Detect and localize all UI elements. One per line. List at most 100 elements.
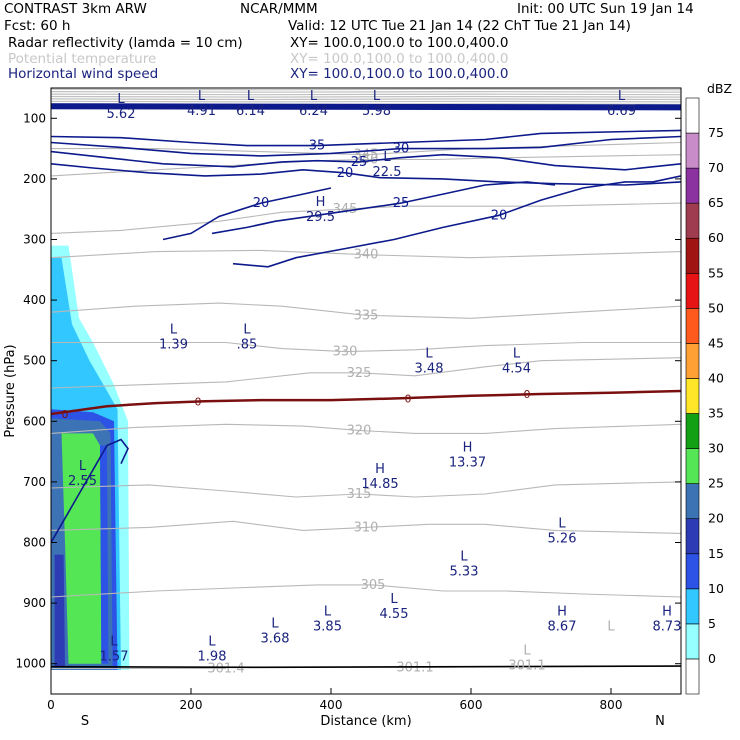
extremum-value: 22.5 — [373, 165, 402, 180]
low-marker: L — [198, 89, 206, 104]
theta-contour — [51, 481, 681, 498]
theta-contour — [51, 202, 681, 234]
wind-contour-label: 20 — [491, 208, 508, 223]
extremum-value: 4.54 — [502, 362, 531, 377]
extremum-value: 3.48 — [415, 362, 444, 377]
zero-contour-label: 0 — [405, 392, 412, 405]
wind-contour — [51, 163, 681, 186]
extremum-value: 29.5 — [306, 210, 335, 225]
theta-contour-label: 350 — [354, 153, 379, 168]
reflectivity-layer — [51, 245, 130, 670]
theta-contour-upper — [51, 100, 681, 103]
extremum-value: 4.91 — [187, 104, 216, 119]
extremum-value: 5.62 — [107, 107, 136, 122]
low-marker: L — [523, 644, 531, 659]
colorbar-label: 65 — [708, 195, 724, 210]
extremum-value: 13.37 — [449, 456, 486, 471]
theta-contour-label: 330 — [333, 345, 358, 360]
colorbar-label: 40 — [708, 370, 724, 385]
colorbar-swatch — [685, 202, 700, 239]
zero-contour-label: 0 — [62, 408, 69, 421]
x-tick-label: 200 — [180, 698, 203, 712]
extremum-value: 3.68 — [261, 631, 290, 646]
low-marker: L — [425, 347, 433, 362]
theta-contour-upper — [51, 90, 681, 93]
colorbar-label: 20 — [708, 511, 724, 526]
extremum-value: 8.73 — [653, 619, 682, 634]
colorbar-label: 15 — [708, 546, 724, 561]
wind-contour — [162, 187, 332, 241]
field-reflectivity: Radar reflectivity (lamda = 10 cm) — [8, 35, 243, 51]
theta-contour-label: 305 — [361, 578, 386, 593]
colorbar-label: 5 — [708, 616, 716, 631]
x-tick-label: 0 — [47, 698, 55, 712]
extremum-value: 1.57 — [100, 650, 129, 665]
colorbar-swatch — [685, 623, 700, 660]
high-marker: H — [375, 462, 385, 477]
wind-contour-label: 25 — [393, 196, 410, 211]
field-wind-speed: Horizontal wind speed — [8, 66, 159, 82]
colorbar-swatch — [685, 237, 700, 274]
wind-contour — [51, 150, 681, 171]
colorbar-swatch — [685, 378, 700, 414]
theta-contour-label: 340 — [354, 248, 379, 263]
extremum-value: 3.85 — [313, 619, 342, 634]
colorbar-label: 35 — [708, 406, 724, 421]
y-tick-label: 700 — [23, 475, 46, 489]
theta-contour — [51, 341, 681, 353]
extremum-value: 301.1 — [508, 659, 545, 674]
colorbar: 0 5 10 15 20 25 30 35 40 45 50 55 60 65 70 75 — [685, 97, 724, 695]
colorbar-swatch — [685, 132, 700, 169]
theta-contour-label: 325 — [347, 366, 372, 381]
wind-contour-label: 25 — [351, 155, 368, 170]
low-marker: L — [310, 89, 318, 104]
low-marker: L — [117, 92, 125, 107]
theta-contour — [51, 584, 681, 598]
colorbar-label: 50 — [708, 300, 724, 315]
extremum-value: 6.24 — [299, 104, 328, 119]
low-marker: L — [243, 322, 251, 337]
high-marker: H — [463, 441, 473, 456]
colorbar-swatch — [685, 553, 700, 590]
plot-frame — [50, 87, 682, 695]
zero-contour-label: 0 — [524, 388, 531, 401]
x-tick-label: 800 — [600, 698, 623, 712]
xy-potential-temperature: XY= 100.0,100.0 to 100.0,400.0 — [290, 51, 509, 67]
y-tick-label: 200 — [23, 172, 46, 186]
theta-contour — [51, 357, 681, 389]
y-tick-label: 300 — [23, 233, 46, 247]
x-end-label-north: N — [655, 714, 665, 729]
surface-line — [51, 665, 681, 669]
y-tick-label: 600 — [23, 414, 46, 428]
wind-contour — [51, 129, 681, 147]
colorbar-label: 70 — [708, 160, 724, 175]
extremum-value: 6.14 — [236, 104, 265, 119]
reflectivity-cell — [100, 445, 109, 664]
wind-contour — [51, 438, 129, 543]
theta-contour-label: 301.1 — [396, 660, 433, 675]
colorbar-label: 25 — [708, 476, 724, 491]
y-tick-label: 1000 — [15, 657, 46, 671]
wind-contour — [232, 175, 681, 268]
extremum-value: .85 — [237, 337, 258, 352]
low-marker: L — [558, 516, 566, 531]
extremum-value: 5.26 — [548, 531, 577, 546]
low-marker: L — [460, 550, 468, 565]
low-marker: L — [383, 150, 391, 165]
wind-contour-label: 20 — [337, 166, 354, 181]
theta-contour — [51, 423, 681, 434]
colorbar-label: 55 — [708, 265, 724, 280]
low-marker: L — [618, 89, 626, 104]
theta-contour-label: 320 — [347, 423, 372, 438]
extremum-value: 4.55 — [380, 607, 409, 622]
high-marker: H — [557, 604, 567, 619]
colorbar-unit: dBZ — [707, 81, 733, 96]
y-tick-label: 900 — [23, 596, 46, 610]
y-tick-label: 500 — [23, 354, 46, 368]
wind-jet-band — [51, 103, 681, 111]
reflectivity-cell — [61, 433, 102, 664]
colorbar-swatch — [685, 272, 700, 309]
